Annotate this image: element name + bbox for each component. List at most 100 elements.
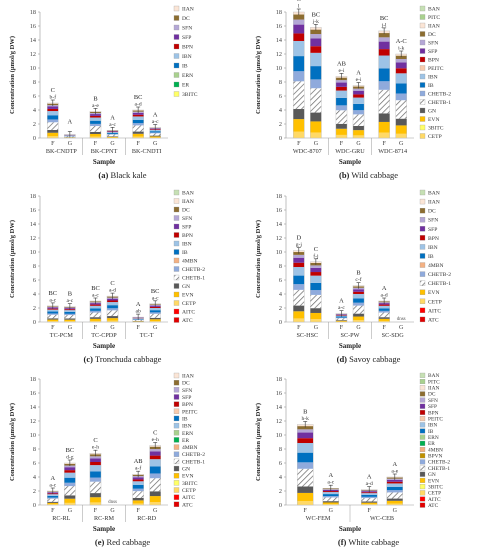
significance-lower: h-k (301, 416, 309, 422)
bar-segment (297, 501, 313, 505)
bar-segment (47, 109, 58, 111)
bar-segment (90, 118, 101, 121)
sample-label: F (94, 325, 98, 331)
bar-segment (323, 492, 339, 494)
legend-swatch (420, 460, 425, 465)
bar-segment (133, 491, 144, 498)
bar-segment (133, 489, 144, 491)
sample-label: F (136, 141, 140, 147)
caption-letter: (e) (95, 537, 105, 547)
bar-segment (379, 68, 390, 81)
significance-upper: C (93, 437, 97, 444)
bar-segment (47, 315, 58, 319)
bar-segment (107, 316, 118, 318)
bar-segment (336, 110, 347, 124)
significance-upper: A (328, 472, 333, 479)
bar-segment (293, 255, 304, 258)
bar-segment (90, 478, 101, 482)
legend-label: EVN (428, 290, 440, 296)
bar-segment (353, 98, 364, 104)
legend-swatch (174, 394, 179, 399)
sample-label: G (153, 325, 158, 331)
legend-label: CETP (428, 491, 441, 497)
legend-label: IB (182, 64, 188, 70)
bar-segment (310, 276, 321, 283)
y-tick-label: 12 (30, 418, 36, 425)
significance-lower: a-d (135, 102, 142, 108)
bar-segment (90, 116, 101, 118)
legend-label: BAN (428, 7, 440, 13)
bar-segment (310, 79, 321, 88)
bar-segment (353, 135, 364, 138)
significance-upper: A (339, 298, 344, 305)
y-tick-label: 6 (279, 277, 282, 284)
legend-swatch (420, 281, 425, 286)
caption-text: Savoy cabbage (347, 354, 401, 364)
legend-label: SFP (428, 404, 437, 410)
bar-segment (379, 305, 390, 306)
bar-segment (353, 292, 364, 294)
bar-segment (297, 469, 313, 487)
legend-label: BPN (182, 402, 193, 408)
bar-segment (293, 132, 304, 138)
x-axis-title: Sample (93, 342, 115, 350)
bar-segment (387, 492, 403, 498)
legend-swatch (174, 488, 179, 493)
bar-segment (387, 483, 403, 486)
bar-segment (293, 318, 304, 322)
bar-segment (150, 319, 161, 321)
sample-label: F (297, 325, 301, 331)
bar-segment (396, 125, 407, 133)
bar-segment (90, 497, 101, 502)
group-label: BK-CNDTI (132, 148, 162, 155)
x-axis-title: Sample (93, 158, 115, 166)
bar-segment (47, 312, 58, 314)
significance-upper: A (153, 112, 158, 119)
bar-segment (310, 121, 321, 132)
y-tick-label: 16 (30, 23, 36, 30)
legend-label: SFN (182, 388, 192, 394)
significance-lower: e-i (356, 77, 362, 83)
y-tick-label: 10 (30, 65, 36, 72)
y-tick-label: 16 (30, 390, 36, 397)
legend-swatch (420, 125, 425, 130)
legend-label: PITC (428, 379, 440, 385)
caption-text: Red cabbage (104, 537, 150, 547)
legend-label: EVN (182, 474, 194, 480)
significance-lower: g-j (296, 242, 303, 248)
legend-label: IB (182, 250, 188, 256)
significance-upper: BC (49, 290, 58, 297)
legend-label: BPN (182, 45, 193, 51)
legend-label: IBN (182, 242, 192, 248)
significance-upper: A (50, 475, 55, 482)
legend-label: ERN (182, 431, 193, 437)
legend-swatch (174, 275, 179, 280)
legend-label: BPN (182, 233, 193, 239)
y-tick-label: 12 (276, 235, 282, 242)
y-tick-label: 18 (30, 193, 36, 200)
sample-label: G (153, 141, 158, 147)
legend-label: IBN (428, 245, 438, 251)
bar-segment (107, 308, 118, 310)
sample-label: G (356, 325, 361, 331)
legend-label: IIAN (428, 24, 440, 30)
bar-segment (133, 125, 144, 131)
legend-swatch (174, 16, 179, 21)
bar-segment (150, 307, 161, 308)
y-tick-label: 18 (30, 9, 36, 16)
legend-label: PEITC (182, 409, 198, 415)
sample-label: F (51, 508, 55, 514)
bar-segment (310, 34, 321, 38)
y-tick-label: 12 (276, 418, 282, 425)
bar-segment (396, 100, 407, 118)
significance-upper: A (367, 474, 372, 481)
legend-label: CHETB-2 (428, 92, 451, 98)
legend-swatch (420, 392, 425, 397)
bar-segment (297, 462, 313, 468)
y-tick-label: 8 (279, 446, 282, 453)
y-axis-title: Concentration (μmol/g DW) (255, 403, 262, 481)
bar-segment (64, 483, 75, 486)
legend-label: CHETB-2 (182, 267, 205, 273)
legend-swatch (420, 134, 425, 139)
